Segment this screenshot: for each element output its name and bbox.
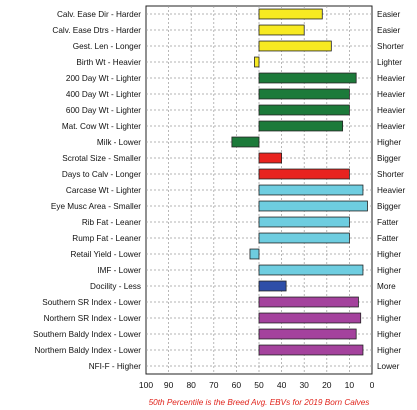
x-tick-label: 0 bbox=[370, 380, 375, 390]
x-tick-label: 80 bbox=[186, 380, 196, 390]
trait-label-right: Shorter bbox=[377, 42, 404, 51]
trait-label-left: Southern Baldy Index - Lower bbox=[33, 330, 141, 339]
bar bbox=[258, 152, 283, 164]
trait-label-right: Lower bbox=[377, 362, 400, 371]
trait-label-right: Higher bbox=[377, 298, 401, 307]
trait-label-left: Calv. Ease Dtrs - Harder bbox=[52, 26, 141, 35]
bar bbox=[258, 344, 364, 356]
trait-label-right: Higher bbox=[377, 346, 401, 355]
trait-label-right: Lighter bbox=[377, 58, 402, 67]
bar bbox=[258, 280, 287, 292]
trait-label-left: Milk - Lower bbox=[97, 138, 141, 147]
trait-label-right: Bigger bbox=[377, 154, 401, 163]
trait-label-left: NFI-F - Higher bbox=[89, 362, 142, 371]
trait-label-right: Higher bbox=[377, 330, 401, 339]
bar bbox=[258, 296, 359, 308]
trait-label-left: Northern SR Index - Lower bbox=[44, 314, 142, 323]
trait-label-left: Birth Wt - Heavier bbox=[76, 58, 141, 67]
bar bbox=[258, 104, 350, 116]
bar bbox=[258, 232, 350, 244]
trait-label-left: Scrotal Size - Smaller bbox=[62, 154, 141, 163]
x-tick-label: 60 bbox=[232, 380, 242, 390]
bar bbox=[258, 312, 362, 324]
bars bbox=[231, 8, 368, 356]
trait-label-right: Easier bbox=[377, 10, 400, 19]
trait-label-left: Days to Calv - Longer bbox=[62, 170, 141, 179]
trait-label-right: Higher bbox=[377, 266, 401, 275]
trait-label-right: Fatter bbox=[377, 234, 399, 243]
trait-label-left: Mat. Cow Wt - Lighter bbox=[62, 122, 141, 131]
trait-label-right: Shorter bbox=[377, 170, 404, 179]
bar bbox=[258, 88, 350, 100]
bar bbox=[258, 200, 368, 212]
bar bbox=[258, 328, 357, 340]
bar bbox=[258, 72, 357, 84]
bar bbox=[258, 40, 332, 52]
trait-label-right: Heavier bbox=[377, 90, 405, 99]
trait-label-right: Heavier bbox=[377, 122, 405, 131]
trait-label-left: 400 Day Wt - Lighter bbox=[66, 90, 141, 99]
trait-label-right: Easier bbox=[377, 26, 400, 35]
x-tick-label: 30 bbox=[299, 380, 309, 390]
trait-label-right: Higher bbox=[377, 314, 401, 323]
trait-label-right: More bbox=[377, 282, 396, 291]
x-tick-label: 100 bbox=[139, 380, 153, 390]
trait-label-left: Docility - Less bbox=[90, 282, 141, 291]
trait-label-left: IMF - Lower bbox=[97, 266, 141, 275]
trait-label-left: Gest. Len - Longer bbox=[73, 42, 142, 51]
bar bbox=[258, 168, 350, 180]
x-axis-ticks: 100 90 80 70 60 50 40 30 20 10 0 bbox=[139, 380, 375, 390]
trait-label-left: Calv. Ease Dir - Harder bbox=[57, 10, 141, 19]
bar bbox=[258, 24, 305, 36]
trait-label-left: Retail Yield - Lower bbox=[70, 250, 141, 259]
trait-label-left: 600 Day Wt - Lighter bbox=[66, 106, 141, 115]
trait-label-right: Higher bbox=[377, 138, 401, 147]
bar bbox=[254, 56, 260, 68]
trait-label-left: Eye Musc Area - Smaller bbox=[51, 202, 141, 211]
trait-label-right: Higher bbox=[377, 250, 401, 259]
bar bbox=[258, 184, 364, 196]
trait-label-right: Heavier bbox=[377, 186, 405, 195]
x-tick-label: 40 bbox=[277, 380, 287, 390]
bar bbox=[231, 136, 260, 148]
x-tick-label: 50 bbox=[254, 380, 264, 390]
x-tick-label: 10 bbox=[345, 380, 355, 390]
trait-label-right: Heavier bbox=[377, 106, 405, 115]
footnote: 50th Percentile is the Breed Avg. EBVs f… bbox=[149, 398, 370, 407]
x-tick-label: 90 bbox=[164, 380, 174, 390]
bar bbox=[258, 120, 344, 132]
bar bbox=[258, 264, 364, 276]
trait-label-right: Fatter bbox=[377, 218, 399, 227]
bar bbox=[258, 8, 323, 20]
x-tick-label: 70 bbox=[209, 380, 219, 390]
trait-label-left: Southern SR Index - Lower bbox=[42, 298, 141, 307]
x-tick-label: 20 bbox=[322, 380, 332, 390]
category-labels: Calv. Ease Dir - Harder Easier Calv. Ease … bbox=[33, 10, 405, 371]
trait-label-right: Bigger bbox=[377, 202, 401, 211]
trait-label-left: Rib Fat - Leaner bbox=[82, 218, 141, 227]
trait-label-left: Carcase Wt - Lighter bbox=[66, 186, 141, 195]
trait-label-left: 200 Day Wt - Lighter bbox=[66, 74, 141, 83]
bar bbox=[249, 248, 260, 260]
trait-label-left: Northern Baldy Index - Lower bbox=[35, 346, 142, 355]
trait-label-left: Rump Fat - Leaner bbox=[72, 234, 141, 243]
bar bbox=[258, 216, 350, 228]
trait-label-right: Heavier bbox=[377, 74, 405, 83]
